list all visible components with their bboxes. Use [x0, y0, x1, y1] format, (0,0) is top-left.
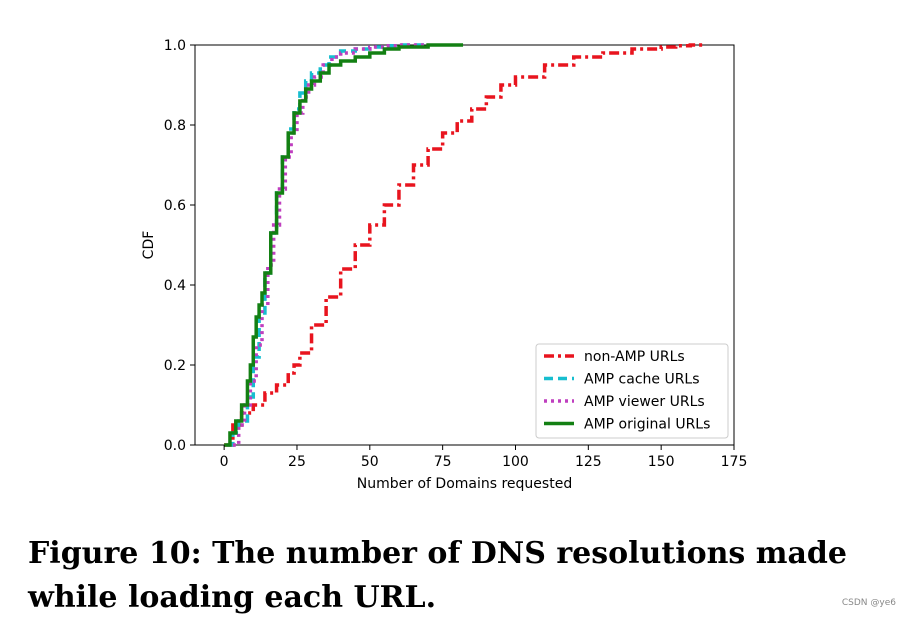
- y-tick-label: 0.0: [164, 438, 186, 454]
- x-tick-label: 25: [288, 454, 306, 470]
- legend-entry: AMP cache URLs: [584, 372, 700, 388]
- y-axis-label: CDF: [141, 231, 157, 260]
- plot-area: [194, 43, 735, 447]
- legend-box: [535, 343, 729, 439]
- y-axis: 0.0 0.2 0.4 0.6 0.8 1.0: [164, 38, 195, 454]
- series-line-0: [224, 43, 705, 447]
- y-tick-label: 0.8: [164, 118, 186, 134]
- y-tick-label: 1.0: [164, 38, 186, 54]
- x-tick-label: 150: [648, 454, 675, 470]
- legend: non-AMP URLs AMP cache URLs AMP viewer URL…: [535, 343, 729, 439]
- cdf-chart: 0 25 50 75 100 125 150 175 0.0 0.2 0.4 0.6 0.8 1.0 N…: [141, 38, 748, 492]
- x-tick-label: 50: [361, 454, 379, 470]
- series-line-2: [232, 43, 429, 447]
- figure-caption: Figure 10: The number of DNS resolutions…: [28, 536, 847, 615]
- x-axis-label: Number of Domains requested: [357, 476, 572, 492]
- legend-entry: AMP viewer URLs: [584, 394, 705, 410]
- x-axis: 0 25 50 75 100 125 150 175: [220, 445, 748, 470]
- series-line-1: [227, 43, 429, 447]
- x-tick-label: 75: [434, 454, 452, 470]
- x-tick-label: 100: [502, 454, 529, 470]
- x-tick-label: 0: [220, 454, 229, 470]
- watermark: CSDN @ye6: [841, 598, 896, 608]
- plot-frame: [194, 44, 735, 446]
- legend-entry: AMP original URLs: [584, 417, 710, 433]
- legend-entry: non-AMP URLs: [584, 349, 685, 365]
- x-tick-label: 175: [721, 454, 748, 470]
- y-tick-label: 0.6: [164, 198, 186, 214]
- x-tick-label: 125: [575, 454, 602, 470]
- y-tick-label: 0.2: [164, 358, 186, 374]
- y-tick-label: 0.4: [164, 278, 186, 294]
- series-line-3: [224, 43, 464, 447]
